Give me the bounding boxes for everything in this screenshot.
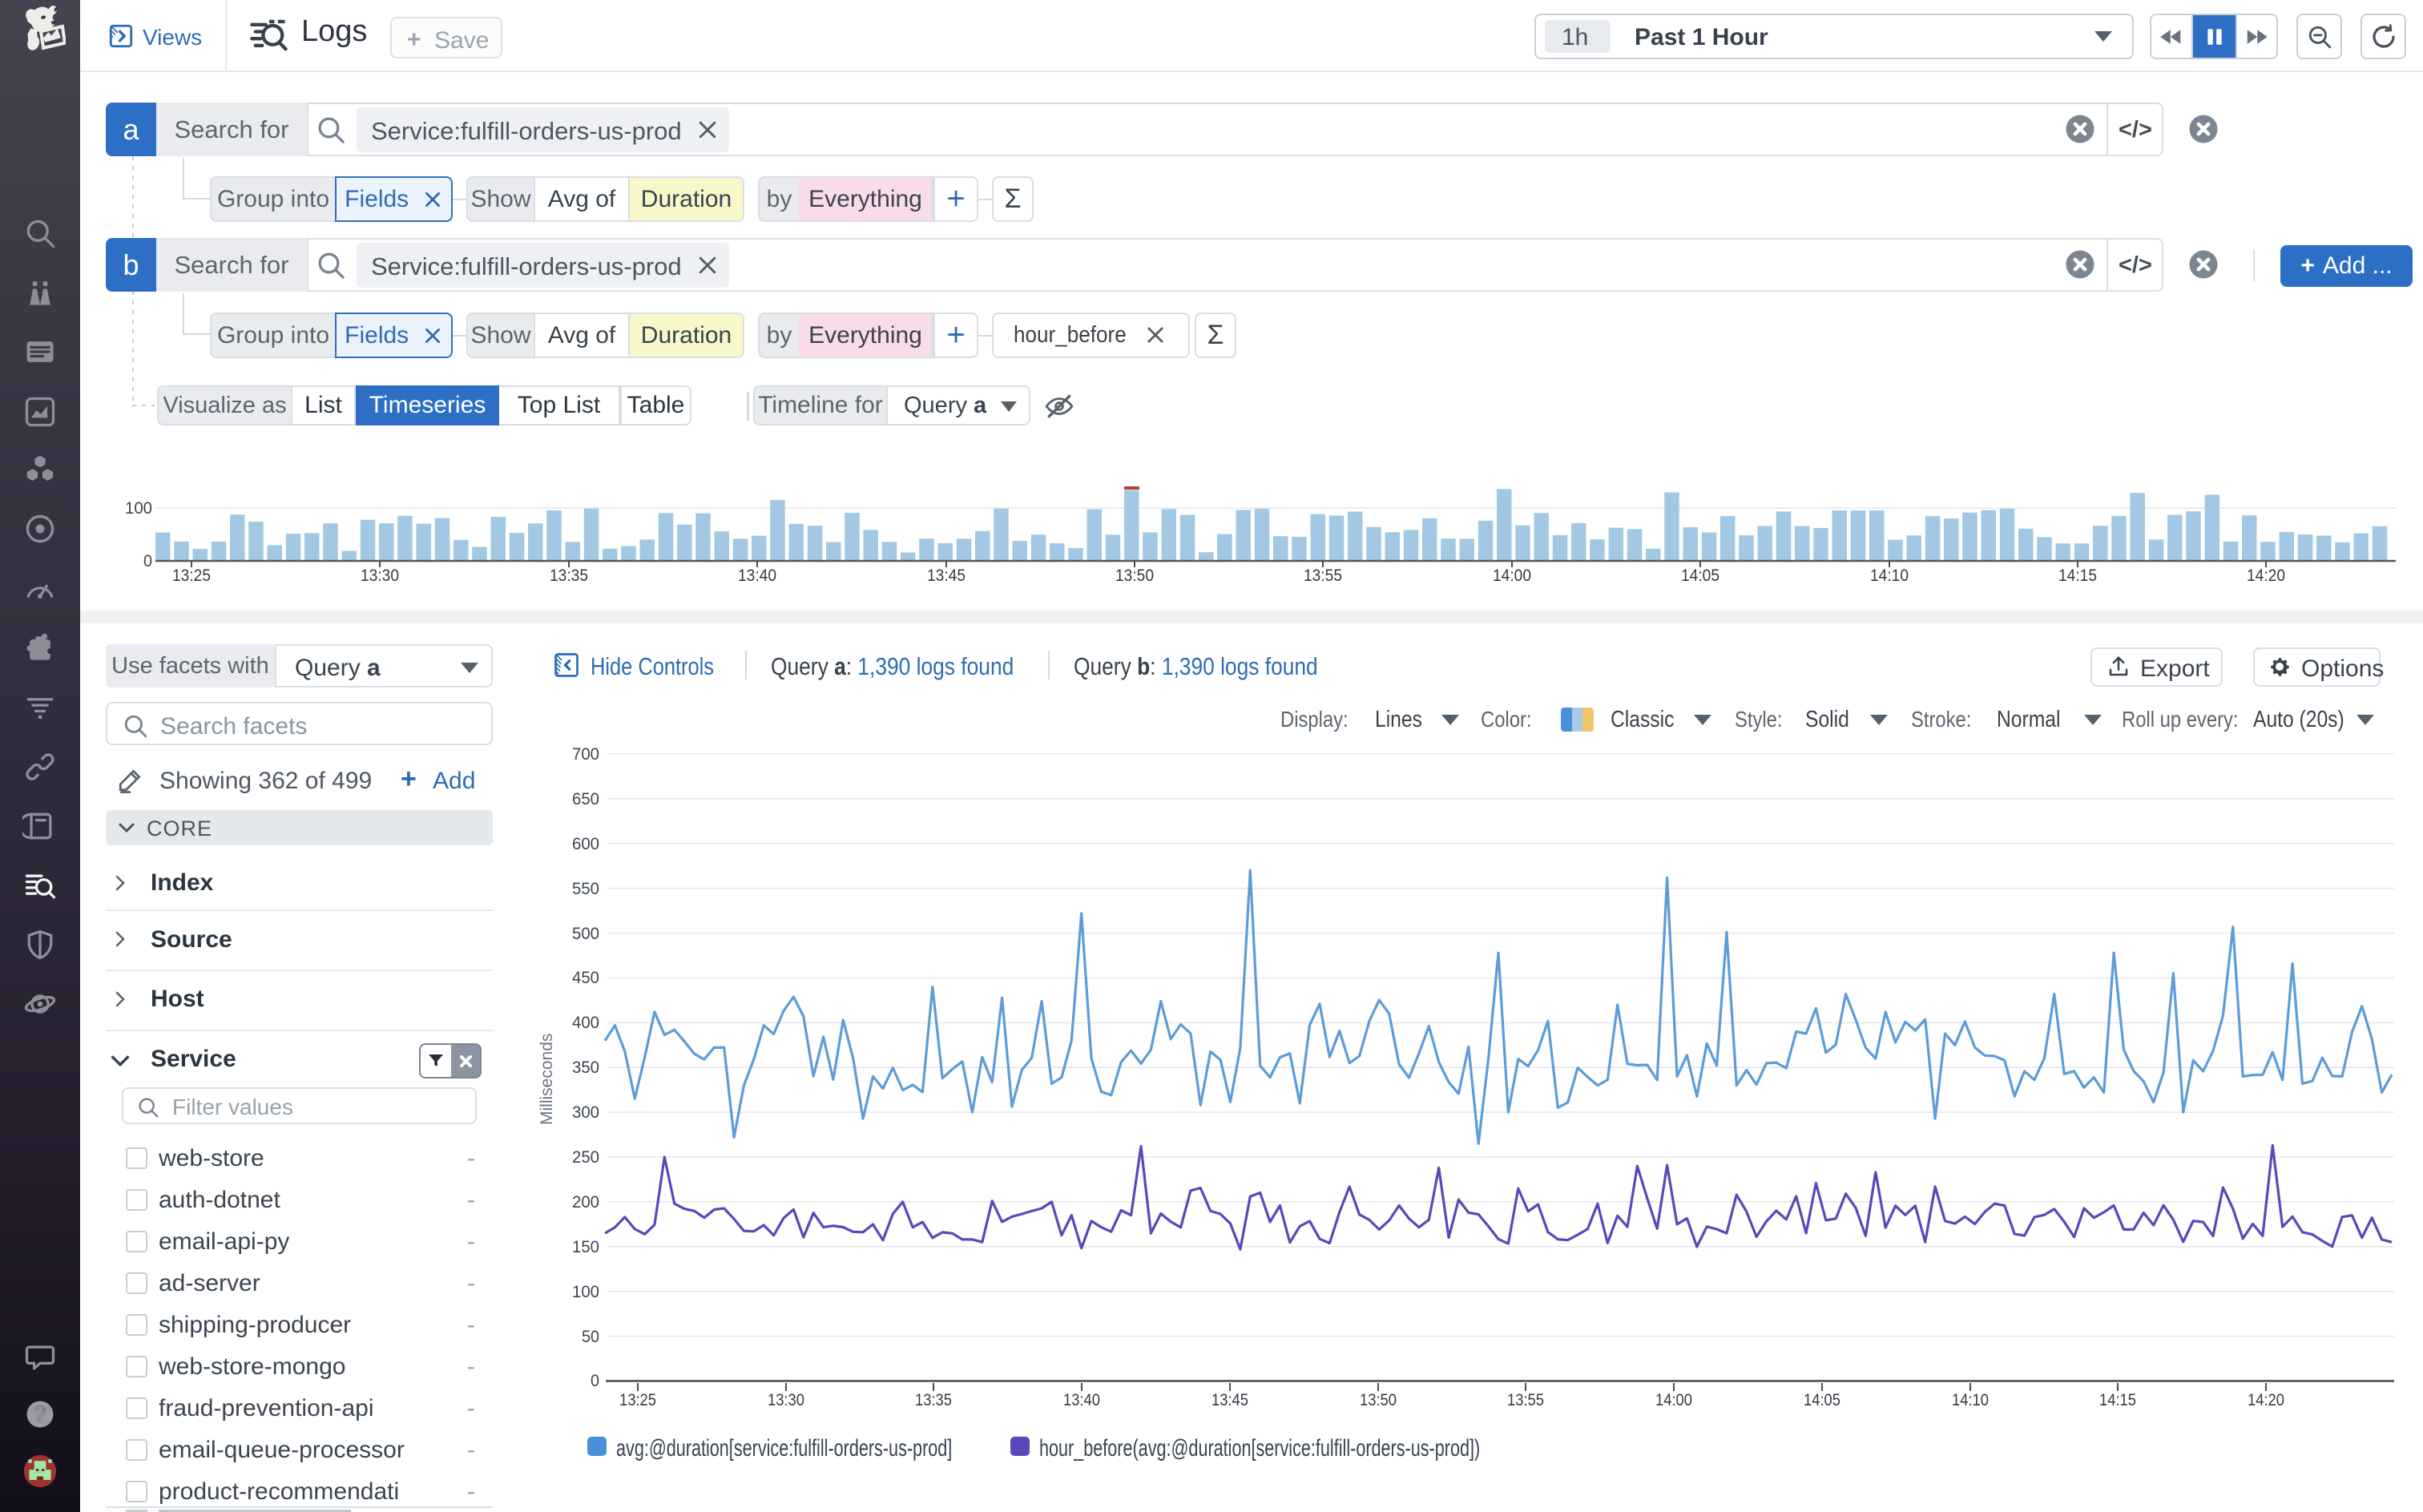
svg-text:13:45: 13:45	[1212, 1391, 1248, 1409]
svg-text:200: 200	[572, 1193, 599, 1212]
svg-text:13:35: 13:35	[915, 1391, 952, 1409]
svg-text:14:00: 14:00	[1655, 1391, 1692, 1409]
svg-text:14:10: 14:10	[1870, 566, 1909, 585]
svg-text:100: 100	[125, 499, 152, 518]
svg-text:100: 100	[572, 1283, 599, 1301]
svg-text:250: 250	[572, 1148, 599, 1167]
svg-text:500: 500	[572, 925, 599, 943]
svg-text:13:55: 13:55	[1304, 566, 1342, 585]
svg-text:400: 400	[572, 1014, 599, 1032]
svg-text:600: 600	[572, 835, 599, 853]
svg-text:13:30: 13:30	[361, 566, 399, 585]
svg-text:0: 0	[591, 1372, 599, 1390]
svg-text:700: 700	[572, 745, 599, 764]
svg-text:450: 450	[572, 969, 599, 987]
svg-text:?: ?	[34, 1401, 47, 1426]
svg-text:300: 300	[572, 1103, 599, 1122]
svg-text:13:50: 13:50	[1115, 566, 1154, 585]
svg-text:14:10: 14:10	[1952, 1391, 1989, 1409]
svg-text:14:20: 14:20	[2247, 566, 2285, 585]
svg-text:13:45: 13:45	[927, 566, 966, 585]
svg-text:0: 0	[143, 552, 152, 571]
svg-text:14:15: 14:15	[2058, 566, 2097, 585]
svg-text:14:05: 14:05	[1804, 1391, 1840, 1409]
svg-text:150: 150	[572, 1238, 599, 1256]
svg-text:14:20: 14:20	[2248, 1391, 2284, 1409]
svg-text:13:25: 13:25	[619, 1391, 656, 1409]
svg-text:13:40: 13:40	[1063, 1391, 1100, 1409]
svg-text:13:55: 13:55	[1507, 1391, 1544, 1409]
svg-text:14:00: 14:00	[1493, 566, 1531, 585]
svg-text:14:05: 14:05	[1681, 566, 1719, 585]
svg-text:13:40: 13:40	[738, 566, 776, 585]
svg-text:13:35: 13:35	[550, 566, 588, 585]
svg-text:550: 550	[572, 880, 599, 898]
svg-text:350: 350	[572, 1058, 599, 1077]
svg-text:13:30: 13:30	[768, 1391, 804, 1409]
svg-text:13:50: 13:50	[1360, 1391, 1397, 1409]
svg-text:650: 650	[572, 790, 599, 808]
svg-text:14:15: 14:15	[2099, 1391, 2136, 1409]
svg-text:13:25: 13:25	[172, 566, 211, 585]
svg-text:50: 50	[582, 1328, 599, 1346]
